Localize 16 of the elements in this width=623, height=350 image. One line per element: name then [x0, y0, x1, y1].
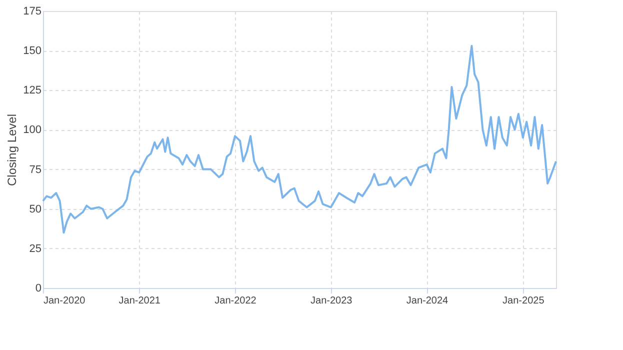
x-tick-label: Jan-2022 — [214, 296, 257, 306]
y-tick-label: 50 — [29, 203, 42, 216]
line-series — [42, 44, 557, 234]
x-tick-label: Jan-2023 — [310, 296, 353, 306]
y-tick-label: 25 — [29, 242, 42, 255]
x-tick-label: Jan-2020 — [44, 296, 86, 306]
x-tick-label: Jan-2025 — [502, 296, 545, 306]
y-tick-label: 100 — [23, 124, 42, 136]
y-tick-label: 150 — [23, 45, 42, 58]
y-tick-label: 0 — [35, 282, 42, 294]
y-tick-label: 125 — [23, 84, 42, 97]
y-tick-label: 75 — [29, 164, 42, 176]
x-tick-label: Jan-2021 — [118, 296, 161, 306]
y-tick-label: 175 — [23, 6, 42, 18]
x-tick-label: Jan-2024 — [406, 296, 449, 306]
y-axis-title: Closing Level — [5, 114, 20, 186]
